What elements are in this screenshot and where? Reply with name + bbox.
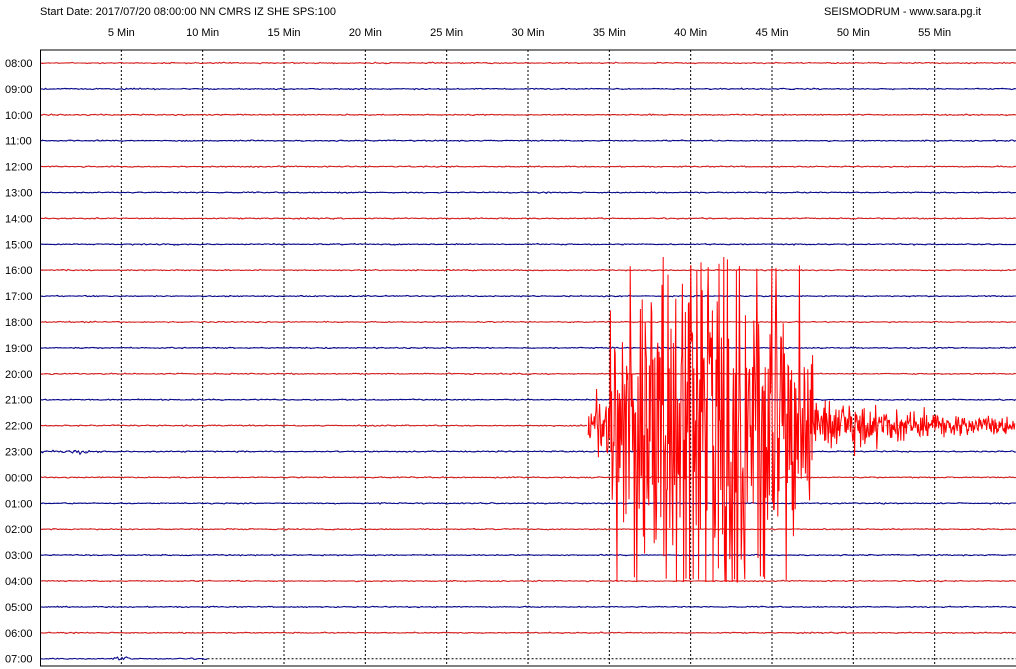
- trace-1900: [40, 346, 1016, 350]
- source-header: SEISMODRUM - www.sara.pg.it: [824, 6, 982, 18]
- trace-1600: [40, 268, 1016, 272]
- row-label: 14:00: [5, 213, 33, 225]
- trace-1300: [40, 191, 1016, 194]
- trace-0700: [40, 656, 208, 661]
- row-label: 15:00: [5, 239, 33, 251]
- x-tick-label: 30 Min: [511, 27, 544, 39]
- row-label: 22:00: [5, 421, 33, 433]
- row-label: 16:00: [5, 265, 33, 277]
- row-label: 10:00: [5, 110, 33, 122]
- earthquake-event-trace: [587, 256, 1016, 583]
- trace-0300: [40, 553, 1016, 557]
- row-label: 08:00: [5, 58, 33, 70]
- trace-0400: [40, 579, 1016, 583]
- x-tick-label: 50 Min: [837, 27, 870, 39]
- trace-0200: [40, 527, 1016, 531]
- row-label: 21:00: [5, 395, 33, 407]
- trace-1000: [40, 113, 1016, 117]
- row-label: 18:00: [5, 317, 33, 329]
- trace-0900: [40, 87, 1016, 91]
- trace-1800: [40, 320, 1016, 324]
- row-label: 23:00: [5, 447, 33, 459]
- row-label: 04:00: [5, 576, 33, 588]
- trace-2200: [40, 424, 588, 428]
- row-label: 11:00: [5, 136, 32, 148]
- x-tick-label: 35 Min: [593, 27, 626, 39]
- row-label: 05:00: [5, 602, 33, 614]
- x-tick-label: 45 Min: [755, 27, 788, 39]
- trace-0800: [40, 61, 1016, 65]
- row-label: 12:00: [5, 162, 33, 174]
- trace-0500: [40, 605, 1016, 609]
- x-tick-label: 5 Min: [108, 27, 135, 39]
- trace-1100: [40, 139, 1016, 143]
- x-tick-label: 10 Min: [186, 27, 219, 39]
- row-label: 17:00: [5, 291, 33, 303]
- trace-0100: [40, 501, 1016, 505]
- row-label: 02:00: [5, 524, 33, 536]
- trace-2300: [40, 449, 1016, 456]
- trace-0600: [40, 631, 1016, 635]
- x-tick-label: 15 Min: [267, 27, 300, 39]
- row-label: 06:00: [5, 628, 33, 640]
- trace-1400: [40, 216, 1016, 220]
- x-tick-label: 40 Min: [674, 27, 707, 39]
- row-label: 09:00: [5, 84, 33, 96]
- row-label: 03:00: [5, 550, 33, 562]
- row-label: 01:00: [5, 498, 33, 510]
- row-label: 13:00: [5, 188, 33, 200]
- x-tick-label: 25 Min: [430, 27, 463, 39]
- start-date-header: Start Date: 2017/07/20 08:00:00 NN CMRS …: [40, 6, 336, 18]
- trace-1500: [40, 242, 1016, 246]
- row-label: 20:00: [5, 369, 33, 381]
- row-label: 00:00: [5, 472, 33, 484]
- row-label: 07:00: [5, 654, 33, 666]
- trace-1200: [41, 165, 1016, 168]
- trace-0000: [40, 476, 1016, 479]
- trace-1700: [40, 294, 1016, 298]
- x-tick-label: 55 Min: [918, 27, 951, 39]
- trace-2000: [40, 372, 1016, 376]
- x-tick-label: 20 Min: [349, 27, 382, 39]
- row-label: 19:00: [5, 343, 33, 355]
- trace-2100: [40, 398, 1016, 402]
